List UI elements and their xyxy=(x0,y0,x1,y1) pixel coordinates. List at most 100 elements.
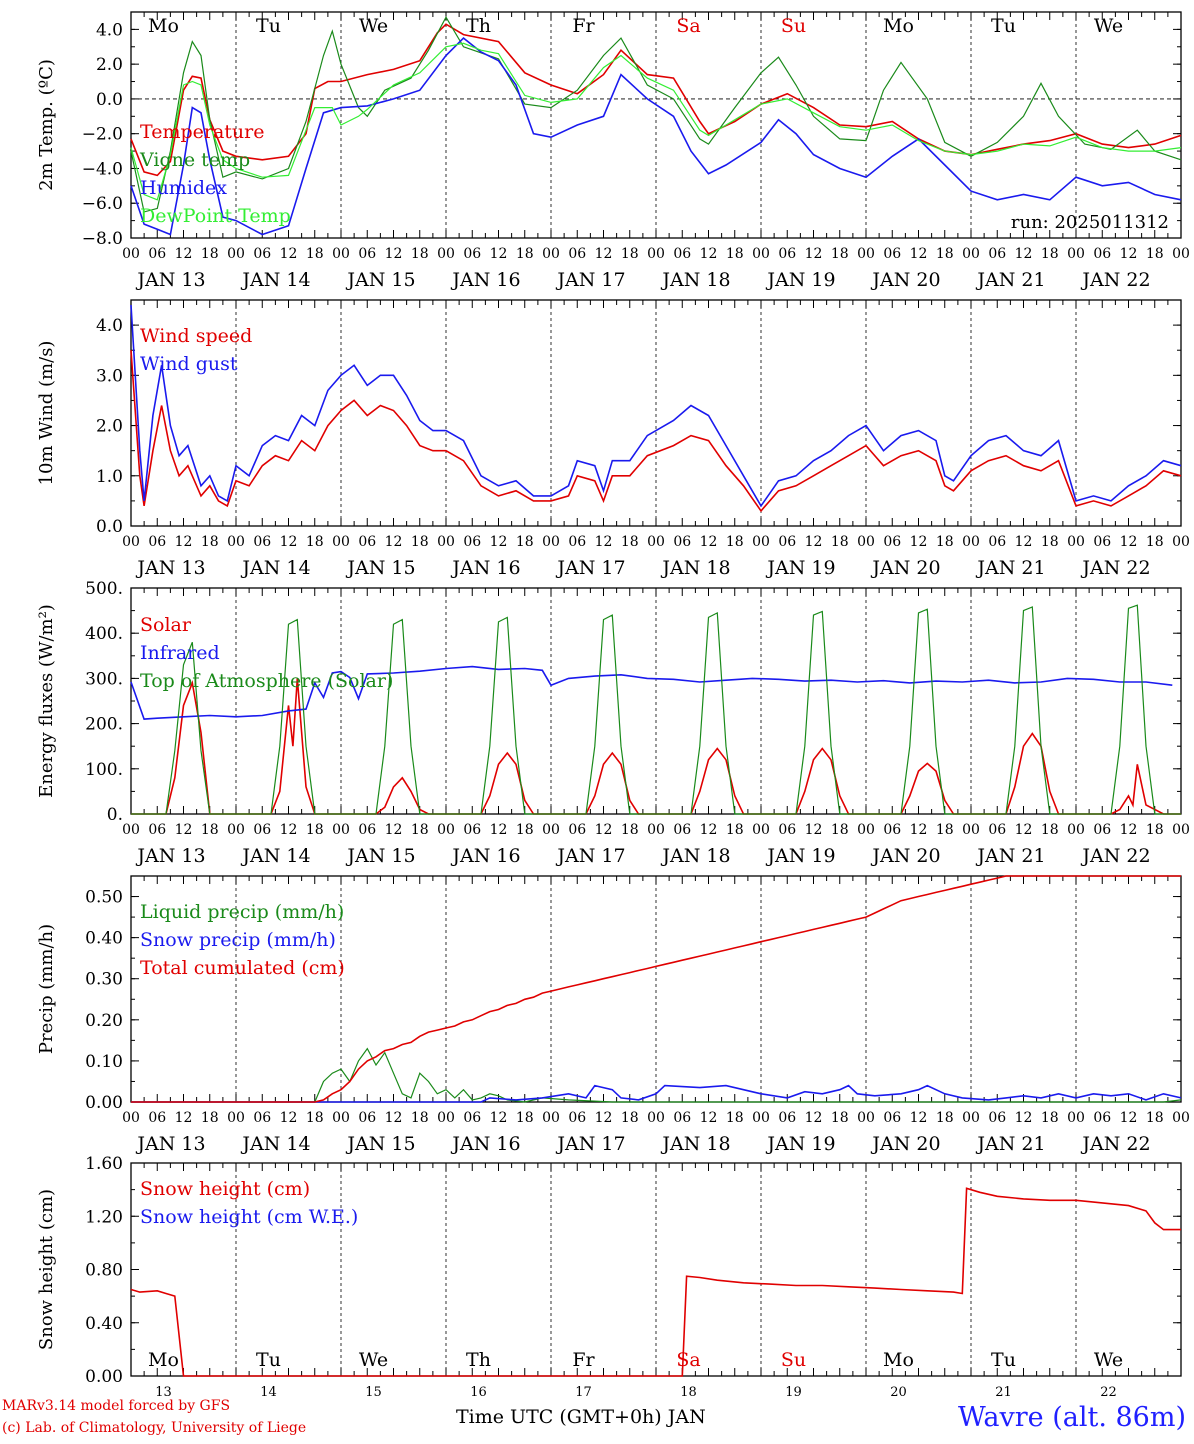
day-name: We xyxy=(359,15,388,37)
hour-tick-label: 06 xyxy=(1093,534,1111,550)
y-tick-label: 3.0 xyxy=(96,366,123,386)
y-tick-label: 0.20 xyxy=(85,1011,123,1031)
hour-tick-label: 00 xyxy=(1067,246,1085,262)
hour-tick-label: 12 xyxy=(700,822,718,838)
hour-tick-label: 18 xyxy=(411,246,429,262)
hour-tick-label: 00 xyxy=(1172,534,1190,550)
hour-tick-label: 12 xyxy=(280,246,298,262)
hour-tick-label: 00 xyxy=(857,1110,875,1126)
day-name: We xyxy=(359,1349,388,1371)
hour-tick-label: 12 xyxy=(385,822,403,838)
day-name: Tu xyxy=(991,15,1016,37)
day-name: Th xyxy=(466,1349,491,1371)
hour-tick-label: 00 xyxy=(1067,1110,1085,1126)
hour-tick-label: 06 xyxy=(988,246,1006,262)
hour-tick-label: 00 xyxy=(1067,534,1085,550)
hour-tick-label: 18 xyxy=(516,1110,534,1126)
day-label: JAN 16 xyxy=(450,845,520,867)
hour-tick-label: 12 xyxy=(490,1110,508,1126)
legend-entry: Snow height (cm W.E.) xyxy=(140,1206,358,1228)
day-name: Fr xyxy=(572,1349,595,1371)
day-label: JAN 22 xyxy=(1080,269,1150,291)
hour-tick-label: 18 xyxy=(726,534,744,550)
legend-entry: Snow precip (mm/h) xyxy=(140,929,336,951)
hour-tick-label: 00 xyxy=(227,246,245,262)
hour-tick-label: 00 xyxy=(332,1110,350,1126)
hour-tick-label: 00 xyxy=(122,822,140,838)
y-tick-label: 0.40 xyxy=(85,1314,123,1334)
hour-tick-label: 12 xyxy=(1015,246,1033,262)
day-name: Tu xyxy=(256,15,281,37)
hour-tick-label: 06 xyxy=(568,1110,586,1126)
legend-entry: Wind speed xyxy=(140,325,252,347)
hour-tick-label: 06 xyxy=(463,822,481,838)
hour-tick-label: 18 xyxy=(411,1110,429,1126)
hour-tick-label: 18 xyxy=(201,1110,219,1126)
day-label: JAN 21 xyxy=(975,557,1045,579)
hour-tick-label: 18 xyxy=(201,822,219,838)
y-tick-label: 0.10 xyxy=(85,1052,123,1072)
hour-tick-label: 12 xyxy=(1015,822,1033,838)
legend-entry: DewPoint Temp xyxy=(140,205,291,227)
hour-tick-label: 06 xyxy=(568,534,586,550)
day-label: JAN 18 xyxy=(660,1133,730,1155)
day-label: JAN 13 xyxy=(135,845,205,867)
day-name: Th xyxy=(466,15,491,37)
hour-tick-label: 18 xyxy=(306,822,324,838)
hour-tick-label: 12 xyxy=(1120,534,1138,550)
hour-tick-label: 00 xyxy=(122,1110,140,1126)
day-label: JAN 15 xyxy=(345,845,415,867)
day-number: 15 xyxy=(365,1385,382,1400)
hour-tick-label: 06 xyxy=(673,822,691,838)
day-label: JAN 18 xyxy=(660,557,730,579)
hour-tick-label: 00 xyxy=(857,246,875,262)
day-label: JAN 17 xyxy=(555,1133,625,1155)
y-tick-label: 0.30 xyxy=(85,970,123,990)
hour-tick-label: 18 xyxy=(516,534,534,550)
hour-tick-label: 12 xyxy=(1120,1110,1138,1126)
y-tick-label: −8.0 xyxy=(82,229,123,249)
y-tick-label: −4.0 xyxy=(82,159,123,179)
hour-tick-label: 06 xyxy=(358,822,376,838)
hour-tick-label: 00 xyxy=(1067,822,1085,838)
hour-tick-label: 00 xyxy=(542,246,560,262)
hour-tick-label: 12 xyxy=(175,534,193,550)
hour-tick-label: 18 xyxy=(1041,822,1059,838)
hour-tick-label: 12 xyxy=(910,822,928,838)
y-tick-label: −2.0 xyxy=(82,125,123,145)
day-name: Mo xyxy=(148,1349,179,1371)
hour-tick-label: 18 xyxy=(831,246,849,262)
hour-tick-label: 18 xyxy=(306,534,324,550)
hour-tick-label: 00 xyxy=(1172,246,1190,262)
day-number: 16 xyxy=(470,1385,487,1400)
hour-tick-label: 18 xyxy=(936,534,954,550)
hour-tick-label: 00 xyxy=(332,822,350,838)
hour-tick-label: 00 xyxy=(542,534,560,550)
hour-tick-label: 12 xyxy=(700,1110,718,1126)
y-tick-label: 4.0 xyxy=(96,316,123,336)
y-tick-label: 1.60 xyxy=(85,1154,123,1174)
y-axis-label: 10m Wind (m/s) xyxy=(36,341,57,486)
legend-entry: Wind gust xyxy=(140,353,238,375)
hour-tick-label: 06 xyxy=(253,822,271,838)
run-label: run: 2025011312 xyxy=(1011,212,1169,233)
day-number: 22 xyxy=(1100,1385,1117,1400)
hour-tick-label: 18 xyxy=(726,822,744,838)
hour-tick-label: 06 xyxy=(673,534,691,550)
hour-tick-label: 18 xyxy=(201,246,219,262)
hour-tick-label: 00 xyxy=(962,1110,980,1126)
legend-entry: Humidex xyxy=(140,177,227,199)
hour-tick-label: 18 xyxy=(1041,1110,1059,1126)
hour-tick-label: 18 xyxy=(621,534,639,550)
hour-tick-label: 00 xyxy=(437,822,455,838)
y-tick-label: 0.80 xyxy=(85,1261,123,1281)
y-axis-label: Snow height (cm) xyxy=(36,1189,57,1350)
series-line-dewpoint-temp xyxy=(130,42,1182,201)
day-label: JAN 20 xyxy=(870,1133,940,1155)
hour-tick-label: 00 xyxy=(227,822,245,838)
legend-entry: Total cumulated (cm) xyxy=(140,957,345,979)
hour-tick-label: 12 xyxy=(1015,534,1033,550)
hour-tick-label: 00 xyxy=(332,534,350,550)
hour-tick-label: 06 xyxy=(883,246,901,262)
hour-tick-label: 06 xyxy=(1093,822,1111,838)
